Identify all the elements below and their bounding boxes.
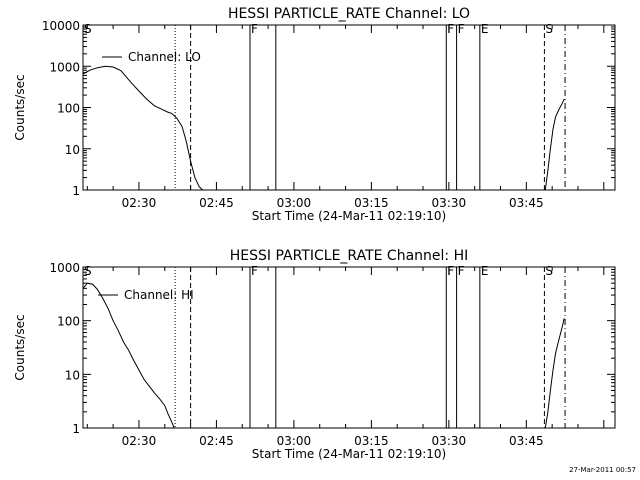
x-tick-label: 02:45 — [199, 434, 234, 448]
event-marker-label: F — [251, 264, 258, 278]
legend-label: Channel: LO — [128, 50, 201, 64]
x-tick-label: 02:30 — [122, 196, 157, 210]
y-tick-label: 1000 — [49, 261, 80, 275]
y-tick-label: 10 — [65, 143, 80, 157]
event-marker-label: S — [545, 264, 553, 278]
x-tick-label: 02:45 — [199, 196, 234, 210]
x-axis-label: Start Time (24-Mar-11 02:19:10) — [252, 209, 446, 223]
footer-timestamp: 27-Mar-2011 00:57 — [569, 466, 636, 474]
x-tick-label: 03:45 — [509, 434, 544, 448]
event-marker-label: S — [84, 22, 92, 36]
x-tick-label: 03:15 — [354, 434, 389, 448]
event-marker-label: E — [481, 22, 489, 36]
y-tick-label: 1000 — [49, 60, 80, 74]
y-axis-label: Counts/sec — [13, 74, 27, 140]
event-marker-label: F — [458, 22, 465, 36]
event-marker-label: E — [481, 264, 489, 278]
y-axis-label: Counts/sec — [13, 314, 27, 380]
series-line — [82, 65, 204, 191]
y-tick-label: 1 — [72, 422, 80, 436]
x-tick-label: 03:00 — [277, 434, 312, 448]
event-marker-label: S — [545, 22, 553, 36]
event-marker-label: F — [458, 264, 465, 278]
x-tick-label: 03:30 — [432, 196, 467, 210]
chart-title: HESSI PARTICLE_RATE Channel: LO — [228, 6, 470, 22]
y-tick-label: 1 — [72, 184, 80, 198]
event-marker-label: F — [447, 22, 454, 36]
series-line — [544, 98, 565, 191]
event-marker-label: F — [251, 22, 258, 36]
y-tick-label: 10 — [65, 368, 80, 382]
x-tick-label: 02:30 — [122, 434, 157, 448]
y-tick-label: 10000 — [42, 19, 80, 33]
y-tick-label: 100 — [57, 315, 80, 329]
series-line — [544, 318, 565, 429]
chart-title: HESSI PARTICLE_RATE Channel: HI — [230, 248, 468, 264]
y-tick-label: 100 — [57, 102, 80, 116]
x-axis-label: Start Time (24-Mar-11 02:19:10) — [252, 447, 446, 461]
x-tick-label: 03:30 — [432, 434, 467, 448]
x-tick-label: 03:15 — [354, 196, 389, 210]
series-line — [82, 282, 175, 429]
x-tick-label: 03:00 — [277, 196, 312, 210]
x-tick-label: 03:45 — [509, 196, 544, 210]
event-marker-label: S — [84, 264, 92, 278]
legend-label: Channel: HI — [124, 288, 194, 302]
event-marker-label: F — [447, 264, 454, 278]
plot-frame — [82, 266, 616, 429]
